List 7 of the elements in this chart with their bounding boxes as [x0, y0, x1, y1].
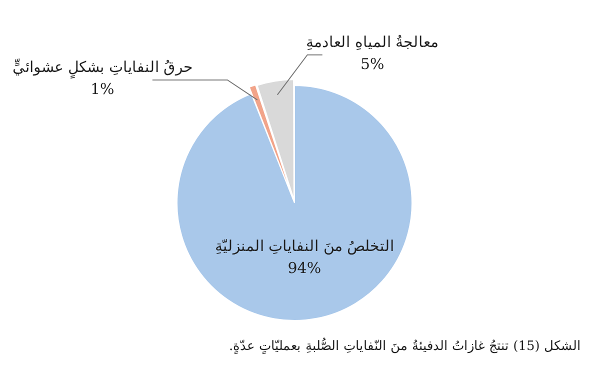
data-label: 94% [288, 258, 322, 277]
slice-label: حرقُ النفاياتِ بشكلٍ عشوائيٍّ [12, 56, 193, 79]
slice-label: التخلصُ منَ النفاياتِ المنزليّةِ [214, 236, 394, 255]
data-label: 1% [90, 80, 114, 98]
text: الشكل (15) تنتجُ غازاتُ الدفيئةُ منَ النّفاياتِ الصُّلبةِ بعمليّاتٍ عدّةٍ. [228, 338, 581, 354]
slice-label: معالجةُ المياهِ العادمةِ [306, 32, 439, 51]
data-label: 5% [360, 54, 384, 73]
